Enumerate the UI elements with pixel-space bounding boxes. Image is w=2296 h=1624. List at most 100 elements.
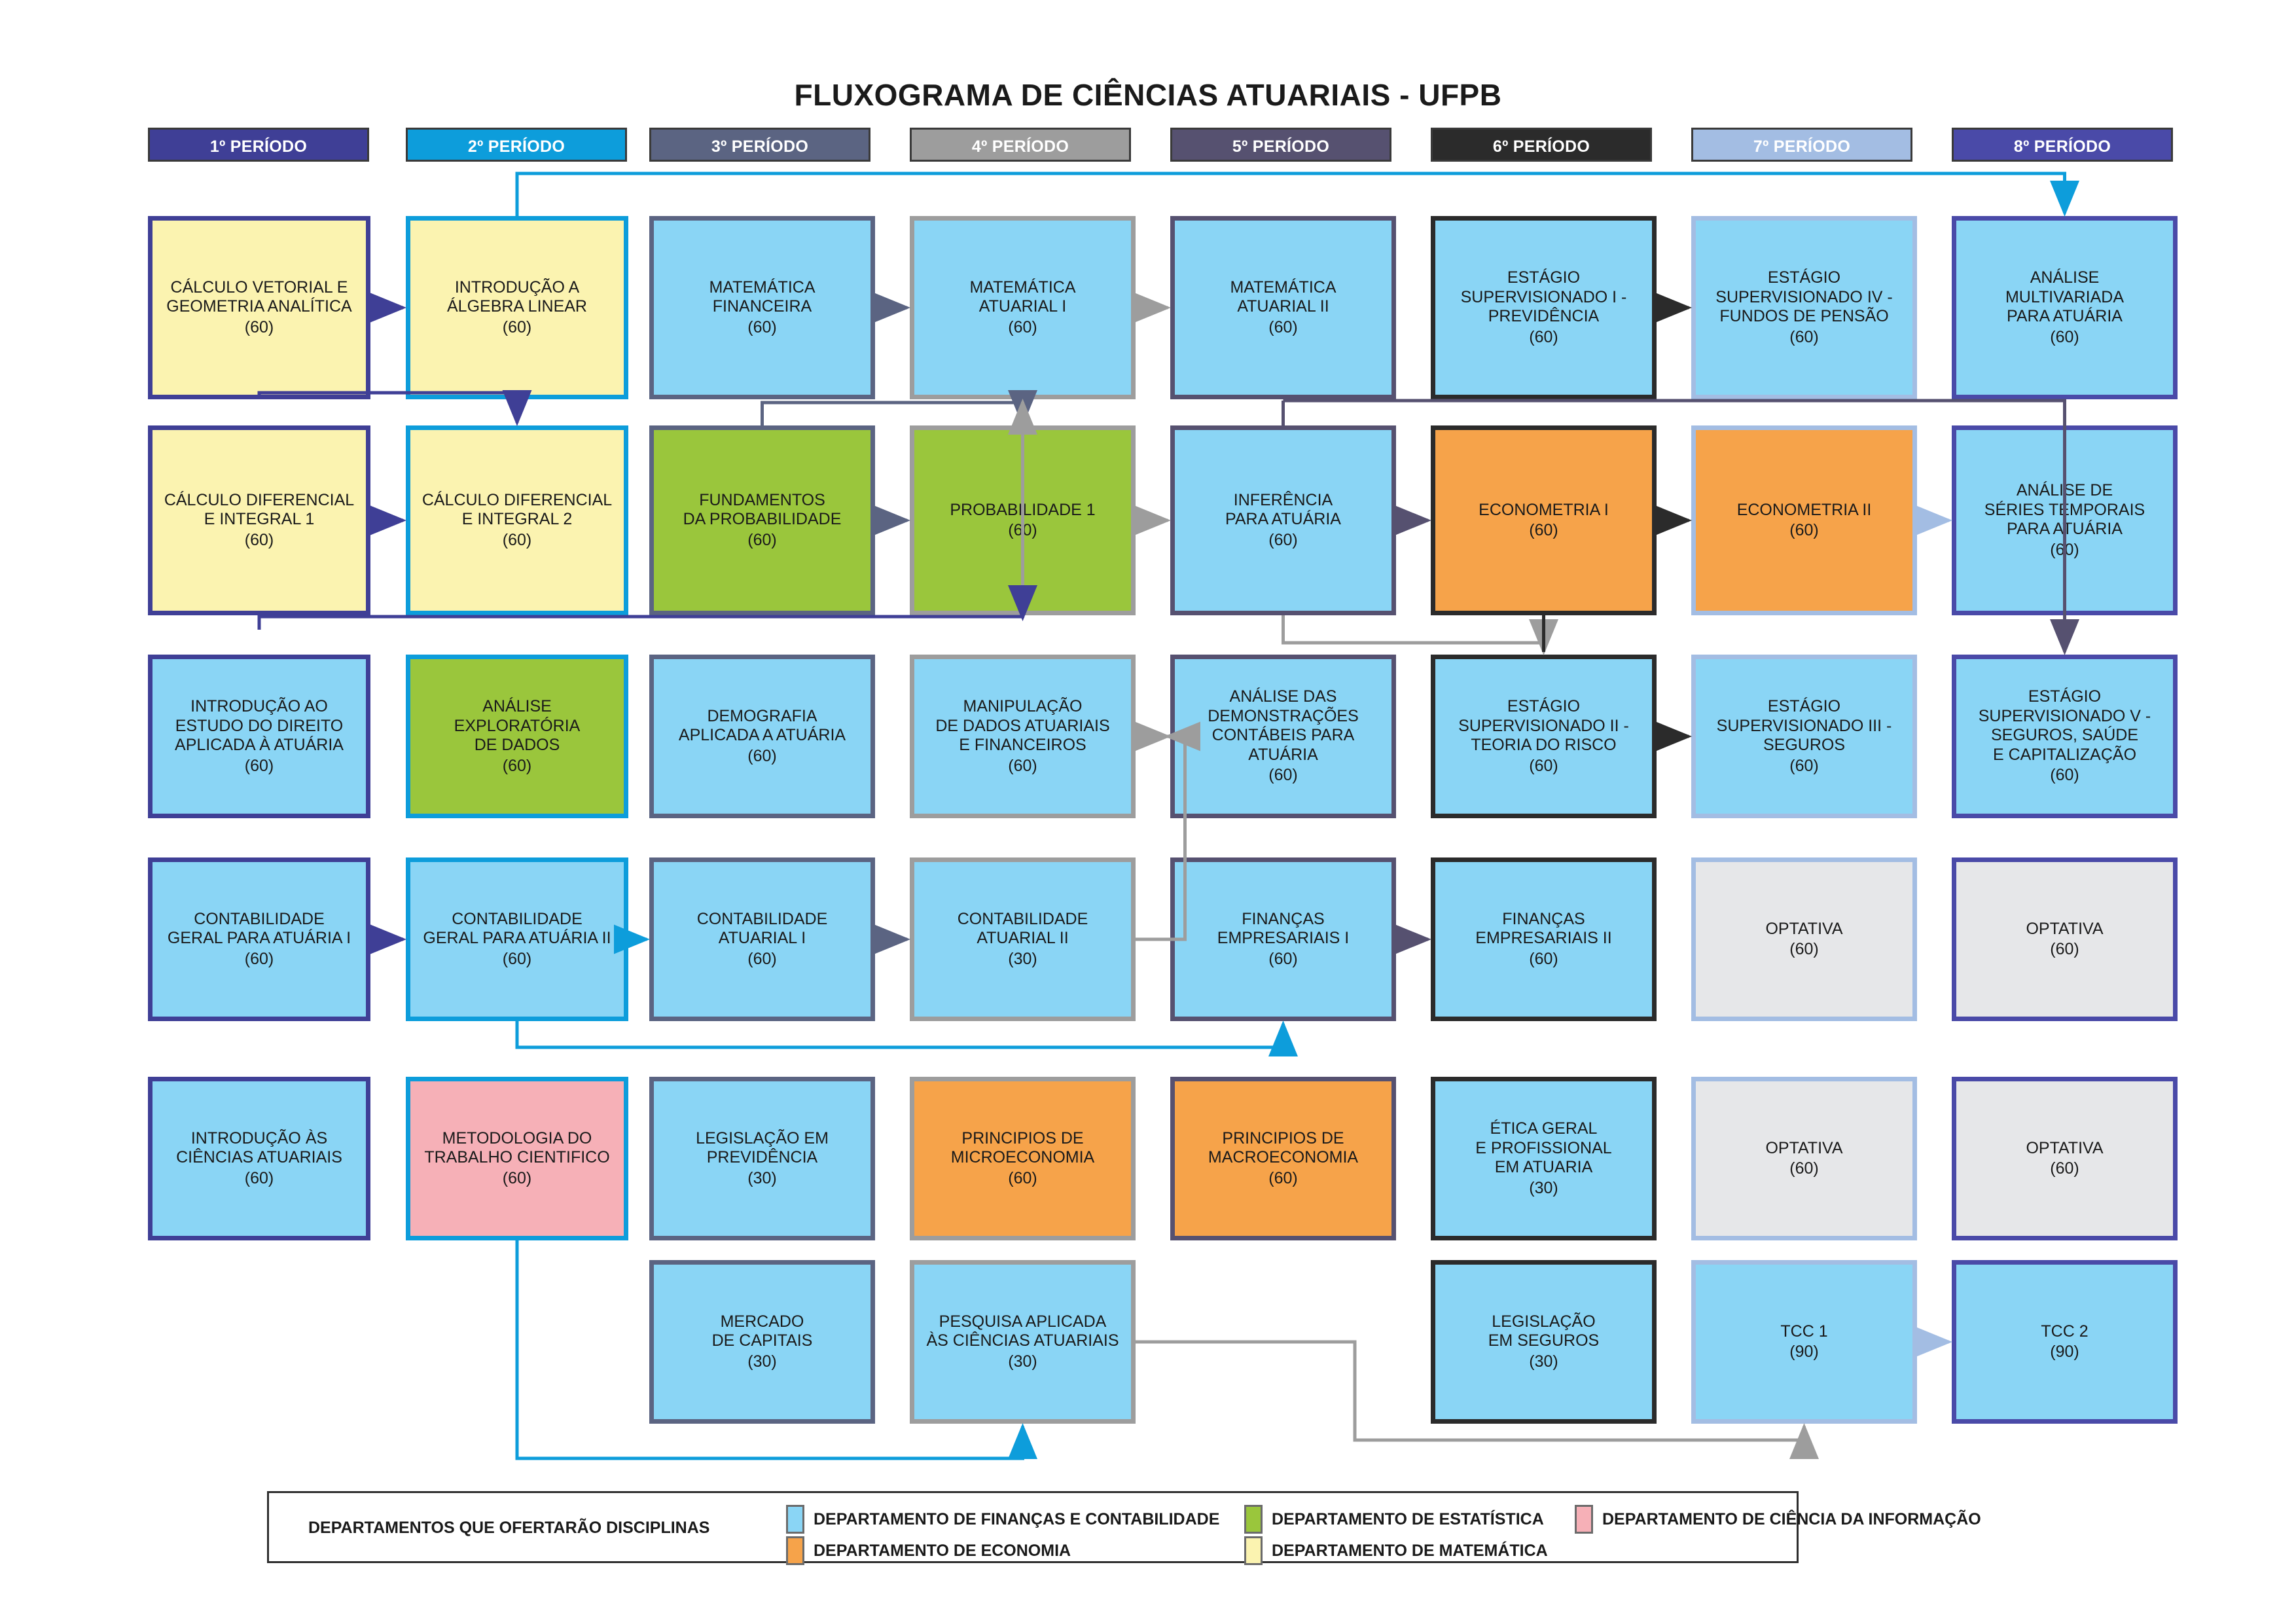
course-name: ANÁLISE MULTIVARIADA PARA ATUÁRIA bbox=[2005, 268, 2125, 325]
course-box[interactable]: FINANÇAS EMPRESARIAIS II (60) bbox=[1431, 857, 1657, 1021]
course-name: LEGISLAÇÃO EM PREVIDÊNCIA bbox=[696, 1128, 829, 1167]
course-name: CONTABILIDADE GERAL PARA ATUÁRIA II bbox=[423, 909, 611, 948]
course-name: MANIPULAÇÃO DE DADOS ATUARIAIS E FINANCE… bbox=[935, 697, 1110, 754]
course-hours: (60) bbox=[1789, 521, 1819, 539]
course-box[interactable]: ESTÁGIO SUPERVISIONADO I - PREVIDÊNCIA (6… bbox=[1431, 216, 1657, 399]
legend-label: DEPARTAMENTO DE FINANÇAS E CONTABILIDADE bbox=[814, 1509, 1220, 1528]
course-box[interactable]: INTRODUÇÃO ÀS CIÊNCIAS ATUARIAIS (60) bbox=[148, 1077, 370, 1240]
course-box[interactable]: PRINCIPIOS DE MACROECONOMIA (60) bbox=[1170, 1077, 1396, 1240]
course-hours: (60) bbox=[502, 756, 532, 775]
course-box[interactable]: MATEMÁTICA ATUARIAL I (60) bbox=[910, 216, 1136, 399]
course-hours: (60) bbox=[1529, 949, 1558, 968]
course-name: CONTABILIDADE ATUARIAL II bbox=[957, 909, 1088, 948]
course-hours: (30) bbox=[747, 1352, 777, 1371]
course-hours: (60) bbox=[244, 756, 274, 775]
course-box[interactable]: INFERÊNCIA PARA ATUÁRIA (60) bbox=[1170, 425, 1396, 615]
course-box[interactable]: TCC 1 (90) bbox=[1691, 1260, 1917, 1424]
course-box[interactable]: FINANÇAS EMPRESARIAIS I (60) bbox=[1170, 857, 1396, 1021]
course-box[interactable]: ÉTICA GERAL E PROFISSIONAL EM ATUARIA (30… bbox=[1431, 1077, 1657, 1240]
course-name: METODOLOGIA DO TRABALHO CIENTIFICO bbox=[424, 1128, 610, 1167]
course-name: PROBABILIDADE 1 bbox=[950, 500, 1096, 519]
course-hours: (90) bbox=[1789, 1343, 1819, 1361]
period-header-4[interactable]: 4º PERÍODO bbox=[910, 128, 1131, 162]
course-box[interactable]: CONTABILIDADE ATUARIAL II (30) bbox=[910, 857, 1136, 1021]
course-name: CÁLCULO DIFERENCIAL E INTEGRAL 1 bbox=[164, 490, 355, 529]
course-name: PESQUISA APLICADA ÀS CIÊNCIAS ATUARIAIS bbox=[926, 1312, 1119, 1350]
course-box[interactable]: LEGISLAÇÃO EM SEGUROS (30) bbox=[1431, 1260, 1657, 1424]
course-name: OPTATIVA bbox=[2026, 1138, 2104, 1157]
legend-label: DEPARTAMENTO DE CIÊNCIA DA INFORMAÇÃO bbox=[1602, 1509, 1981, 1528]
course-hours: (30) bbox=[747, 1168, 777, 1187]
course-name: LEGISLAÇÃO EM SEGUROS bbox=[1488, 1312, 1600, 1350]
course-box[interactable]: INTRODUÇÃO A ÁLGEBRA LINEAR (60) bbox=[406, 216, 628, 399]
course-box[interactable]: FUNDAMENTOS DA PROBABILIDADE (60) bbox=[649, 425, 875, 615]
legend-title: DEPARTAMENTOS QUE OFERTARÃO DISCIPLINAS bbox=[308, 1519, 710, 1537]
course-box[interactable]: DEMOGRAFIA APLICADA A ATUÁRIA (60) bbox=[649, 655, 875, 818]
course-hours: (60) bbox=[1008, 756, 1037, 775]
course-box[interactable]: CÁLCULO DIFERENCIAL E INTEGRAL 2 (60) bbox=[406, 425, 628, 615]
course-box[interactable]: ESTÁGIO SUPERVISIONADO II - TEORIA DO RI… bbox=[1431, 655, 1657, 818]
course-box[interactable]: ANÁLISE MULTIVARIADA PARA ATUÁRIA (60) bbox=[1952, 216, 2178, 399]
legend-label: DEPARTAMENTO DE ECONOMIA bbox=[814, 1541, 1071, 1560]
course-hours: (60) bbox=[244, 949, 274, 968]
course-box[interactable]: CÁLCULO DIFERENCIAL E INTEGRAL 1 (60) bbox=[148, 425, 370, 615]
course-box[interactable]: MATEMÁTICA ATUARIAL II (60) bbox=[1170, 216, 1396, 399]
course-hours: (60) bbox=[1529, 756, 1558, 775]
course-hours: (60) bbox=[244, 317, 274, 336]
course-hours: (60) bbox=[1008, 317, 1037, 336]
course-name: OPTATIVA bbox=[2026, 919, 2104, 938]
course-box[interactable]: OPTATIVA (60) bbox=[1691, 857, 1917, 1021]
course-name: FINANÇAS EMPRESARIAIS II bbox=[1475, 909, 1612, 948]
course-hours: (60) bbox=[747, 746, 777, 765]
course-hours: (60) bbox=[1529, 521, 1558, 539]
period-header-3[interactable]: 3º PERÍODO bbox=[649, 128, 870, 162]
course-box[interactable]: ECONOMETRIA II (60) bbox=[1691, 425, 1917, 615]
course-box[interactable]: MERCADO DE CAPITAIS (30) bbox=[649, 1260, 875, 1424]
period-header-1[interactable]: 1º PERÍODO bbox=[148, 128, 369, 162]
course-hours: (60) bbox=[1268, 1168, 1298, 1187]
course-name: PRINCIPIOS DE MACROECONOMIA bbox=[1208, 1128, 1359, 1167]
course-hours: (60) bbox=[1268, 766, 1298, 785]
course-hours: (60) bbox=[1268, 317, 1298, 336]
legend-label: DEPARTAMENTO DE ESTATÍSTICA bbox=[1272, 1509, 1544, 1528]
course-box[interactable]: OPTATIVA (60) bbox=[1952, 1077, 2178, 1240]
course-hours: (60) bbox=[2050, 1159, 2079, 1178]
course-box[interactable]: LEGISLAÇÃO EM PREVIDÊNCIA (30) bbox=[649, 1077, 875, 1240]
course-box[interactable]: ESTÁGIO SUPERVISIONADO III - SEGUROS (60) bbox=[1691, 655, 1917, 818]
course-name: ECONOMETRIA II bbox=[1736, 500, 1872, 519]
course-box[interactable]: ANÁLISE EXPLORATÓRIA DE DADOS (60) bbox=[406, 655, 628, 818]
course-box[interactable]: CONTABILIDADE GERAL PARA ATUÁRIA II (60) bbox=[406, 857, 628, 1021]
course-name: TCC 2 bbox=[2041, 1322, 2089, 1341]
course-name: INTRODUÇÃO ÀS CIÊNCIAS ATUARIAIS bbox=[176, 1128, 342, 1167]
course-box[interactable]: CONTABILIDADE GERAL PARA ATUÁRIA I (60) bbox=[148, 857, 370, 1021]
course-name: CÁLCULO DIFERENCIAL E INTEGRAL 2 bbox=[422, 490, 613, 529]
period-header-6[interactable]: 6º PERÍODO bbox=[1431, 128, 1652, 162]
period-header-5[interactable]: 5º PERÍODO bbox=[1170, 128, 1391, 162]
course-hours: (30) bbox=[1529, 1178, 1558, 1197]
course-box[interactable]: PRINCIPIOS DE MICROECONOMIA (60) bbox=[910, 1077, 1136, 1240]
course-box[interactable]: METODOLOGIA DO TRABALHO CIENTIFICO (60) bbox=[406, 1077, 628, 1240]
period-header-7[interactable]: 7º PERÍODO bbox=[1691, 128, 1912, 162]
period-header-2[interactable]: 2º PERÍODO bbox=[406, 128, 627, 162]
course-box[interactable]: ESTÁGIO SUPERVISIONADO IV - FUNDOS DE PE… bbox=[1691, 216, 1917, 399]
period-header-8[interactable]: 8º PERÍODO bbox=[1952, 128, 2173, 162]
course-box[interactable]: TCC 2 (90) bbox=[1952, 1260, 2178, 1424]
course-box[interactable]: MATEMÁTICA FINANCEIRA (60) bbox=[649, 216, 875, 399]
course-box[interactable]: PESQUISA APLICADA ÀS CIÊNCIAS ATUARIAIS (… bbox=[910, 1260, 1136, 1424]
course-box[interactable]: MANIPULAÇÃO DE DADOS ATUARIAIS E FINANCE… bbox=[910, 655, 1136, 818]
course-box[interactable]: OPTATIVA (60) bbox=[1952, 857, 2178, 1021]
course-hours: (60) bbox=[1268, 949, 1298, 968]
course-hours: (60) bbox=[2050, 327, 2079, 346]
course-box[interactable]: ECONOMETRIA I (60) bbox=[1431, 425, 1657, 615]
course-name: OPTATIVA bbox=[1765, 1138, 1843, 1157]
course-box[interactable]: INTRODUÇÃO AO ESTUDO DO DIREITO APLICADA… bbox=[148, 655, 370, 818]
course-box[interactable]: CÁLCULO VETORIAL E GEOMETRIA ANALÍTICA (6… bbox=[148, 216, 370, 399]
course-box[interactable]: CONTABILIDADE ATUARIAL I (60) bbox=[649, 857, 875, 1021]
course-name: OPTATIVA bbox=[1765, 919, 1843, 938]
course-box[interactable]: ESTÁGIO SUPERVISIONADO V - SEGUROS, SAÚD… bbox=[1952, 655, 2178, 818]
legend-item: DEPARTAMENTO DE ECONOMIA bbox=[786, 1536, 1071, 1565]
course-hours: (60) bbox=[1529, 327, 1558, 346]
course-name: FUNDAMENTOS DA PROBABILIDADE bbox=[683, 490, 842, 529]
course-box[interactable]: OPTATIVA (60) bbox=[1691, 1077, 1917, 1240]
